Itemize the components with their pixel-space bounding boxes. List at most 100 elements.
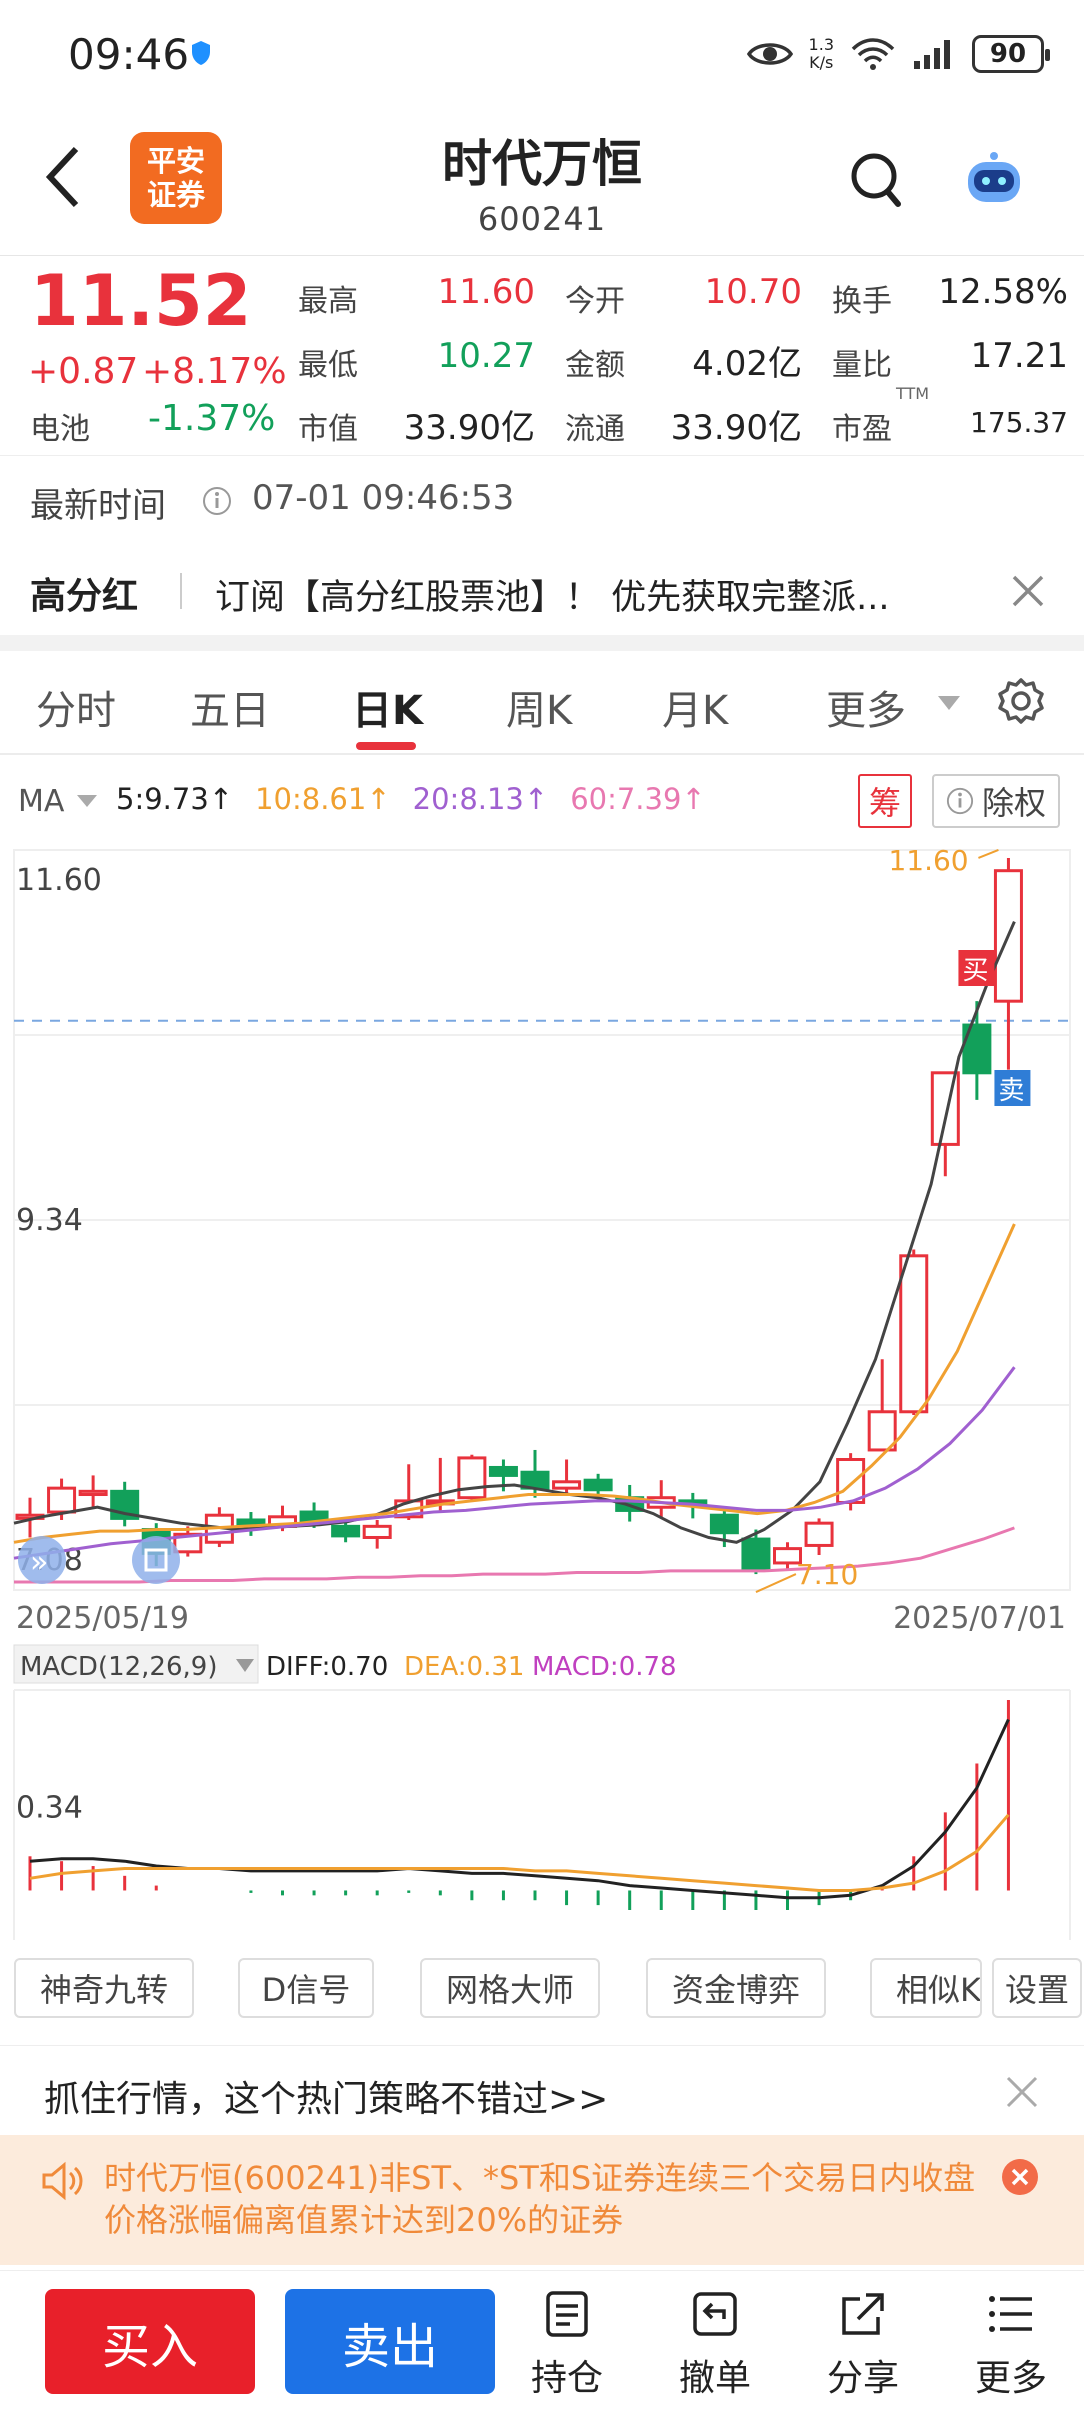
tab-five-day[interactable]: 五日 [190,688,270,734]
risk-alert: 时代万恒(600241)非ST、*ST和S证券连续三个交易日内收盘价格涨幅偏离值… [0,2135,1084,2265]
ma-values: 5:9.73↑ 10:8.61↑ 20:8.13↑ 60:7.39↑ [116,782,706,816]
menu-list-icon [989,2296,1032,2332]
quote-label: 金额 [565,348,625,383]
close-icon[interactable] [1010,573,1046,609]
tab-more[interactable]: 更多 [826,688,906,734]
latest-time-row: 最新时间 07-01 09:46:53 [0,455,1084,545]
dropdown-arrow-icon[interactable] [936,694,962,712]
eye-icon [746,43,793,65]
close-icon[interactable] [1004,2074,1040,2110]
back-button[interactable] [42,145,82,220]
info-icon[interactable] [202,486,232,516]
tool-button[interactable]: 资金博弈 [646,1958,826,2018]
quote-value: 175.37 [970,406,1068,439]
exright-button[interactable]: 除权 [932,774,1060,828]
stock-name: 时代万恒 [442,135,642,193]
holdings-button[interactable]: 持仓 [512,2289,622,2401]
y-tick-label: 11.60 [16,863,102,898]
promo-banner[interactable]: 抓住行情，这个热门策略不错过>> [0,2045,1084,2135]
active-tab-indicator [356,742,416,750]
notice-bar[interactable]: 高分红 订阅【高分红股票池】！ 优先获取完整派... [0,545,1084,635]
net-speed: 1.3 K/s [808,35,834,72]
candle [836,1458,866,1504]
sector-label[interactable]: 电池 [30,412,90,447]
x-axis-label: 2025/05/19 [16,1601,189,1636]
ma-line-ma60 [14,1526,1015,1584]
candle [773,1547,802,1565]
macd-diff-label: DIFF:0.70 [266,1652,388,1682]
sell-button[interactable]: 卖出 [285,2289,495,2394]
last-price: 11.52 [30,260,252,342]
latest-time-value: 07-01 09:46:53 [252,478,515,518]
tab-daily-k[interactable]: 日K [352,688,423,734]
tool-button[interactable]: 神奇九转 [14,1958,194,2018]
candle [867,1410,897,1452]
quote-label: 今开 [565,284,625,319]
sector-pct: -1.37% [148,398,276,439]
document-icon [546,2291,588,2337]
search-icon[interactable] [848,150,904,210]
low-pointer [755,1573,797,1593]
buy-button[interactable]: 买入 [45,2289,255,2394]
ma-label[interactable]: MA [18,784,65,819]
candle [457,1456,487,1500]
info-icon [946,787,974,815]
gear-icon[interactable] [996,676,1046,726]
macd-title: MACD(12,26,9) [20,1652,217,1682]
y-tick-label: 9.34 [16,1203,83,1238]
share-icon [842,2293,884,2335]
quote-value: 33.90亿 [670,408,802,448]
tab-monthly-k[interactable]: 月K [662,688,729,734]
kline-chart[interactable]: 11.609.347.0811.607.10买卖»2025/05/192025/… [0,830,1084,1940]
notice-text: 订阅【高分红股票池】！ 优先获取完整派... [215,578,890,618]
tool-button[interactable]: 网格大师 [420,1958,600,2018]
macd-value-label: MACD:0.78 [532,1652,677,1682]
quote-value: 17.21 [970,336,1068,376]
close-icon[interactable] [1000,2157,1040,2197]
chevron-left-icon [45,146,79,208]
section-divider [0,635,1084,651]
macd-title-box [13,1644,259,1684]
candle [173,1532,203,1554]
speaker-icon [42,2161,83,2201]
tool-button[interactable]: D信号 [238,1958,374,2018]
tab-intraday[interactable]: 分时 [36,688,116,734]
notice-tag: 高分红 [30,576,139,617]
ma-value: 10:8.61↑ [255,782,391,816]
candle [804,1521,834,1547]
undo-icon [693,2292,737,2336]
price-change: +0.87 [28,351,139,392]
broker-logo[interactable]: 平安 证券 [130,132,222,224]
macd-dea-label: DEA:0.31 [404,1652,524,1682]
settings-button[interactable]: 设置 [992,1958,1082,2018]
more-button[interactable]: 更多 [956,2289,1066,2401]
shield-icon [192,41,210,65]
battery-indicator: 90 [972,35,1050,73]
ma-line-ma5 [13,921,1016,1544]
share-button[interactable]: 分享 [808,2289,918,2401]
ma-dropdown-icon[interactable] [76,794,98,808]
sell-marker [994,1070,1031,1106]
quote-value: 33.90亿 [403,408,535,448]
buy-marker [958,950,995,986]
tab-weekly-k[interactable]: 周K [506,688,573,734]
candle [552,1480,582,1490]
x-axis-label: 2025/07/01 [893,1601,1066,1636]
tool-button[interactable]: 相似K [870,1958,982,2018]
pe-ttm-superscript: TTM [896,384,930,403]
candle [331,1524,361,1538]
cancel-order-button[interactable]: 撤单 [660,2289,770,2401]
macd-dropdown-icon [236,1659,254,1672]
ma-legend: MA 5:9.73↑ 10:8.61↑ 20:8.13↑ 60:7.39↑ 筹 除权 [0,770,1084,830]
high-pointer [978,849,999,859]
high-label: 11.60 [888,844,968,877]
chip-button[interactable]: 筹 [858,774,912,828]
macd-dea-line [29,1813,1010,1892]
status-icons: 1.3 K/s 90 [746,28,1050,80]
clock: 09:46 [68,30,190,79]
quote-label: 量比 [832,348,892,383]
ma-value: 60:7.39↑ [570,782,706,816]
robot-assistant-icon[interactable] [962,148,1026,212]
quote-value: 4.02亿 [692,344,802,384]
scroll-left-button [18,1536,66,1584]
